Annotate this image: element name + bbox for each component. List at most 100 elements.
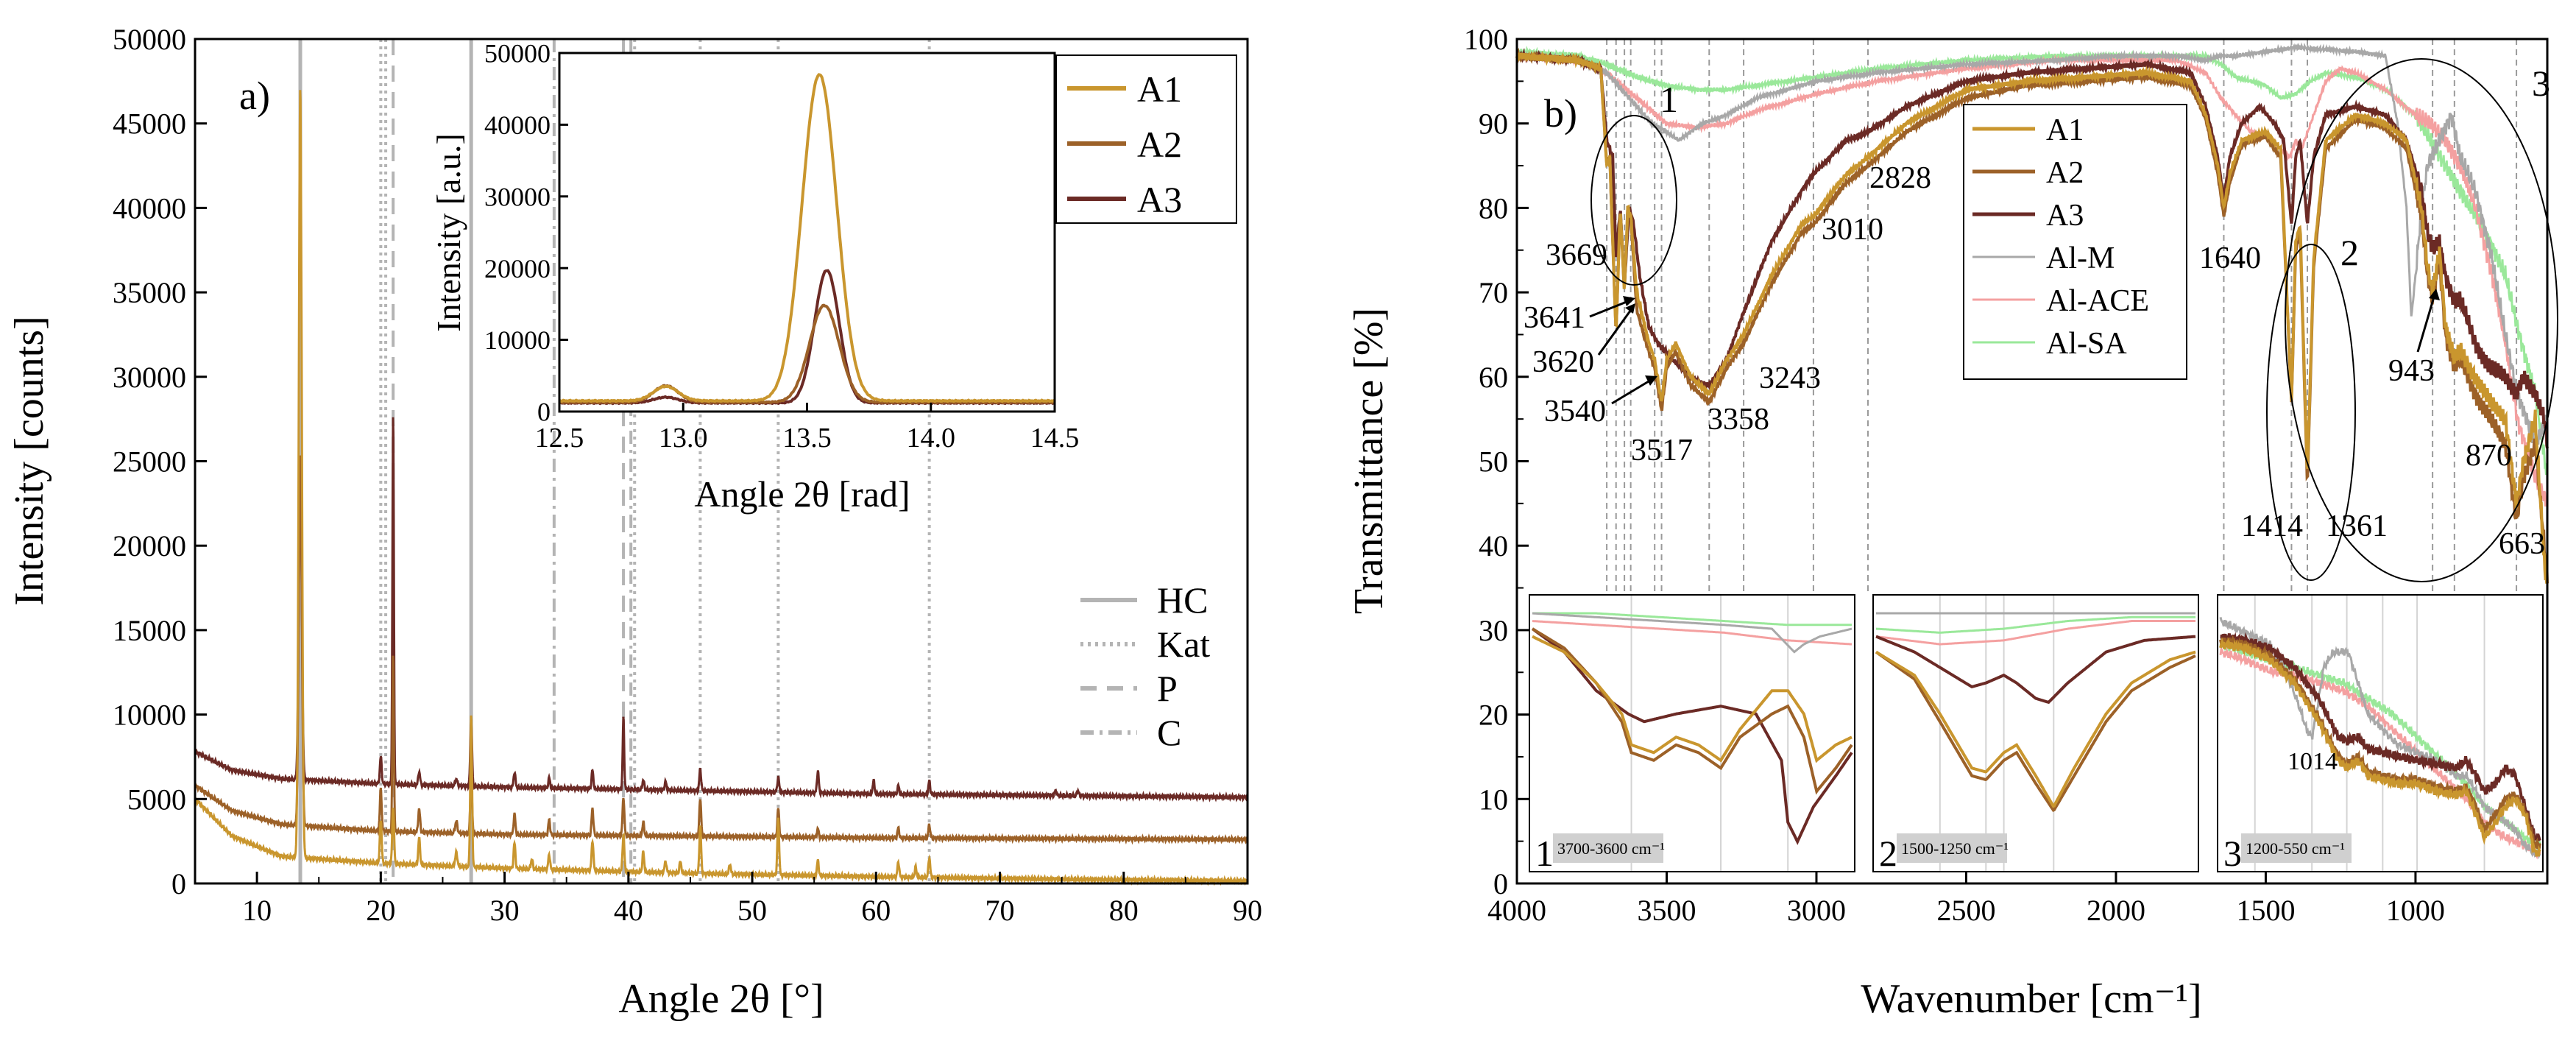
inset-3-range-label: 1200-550 cm⁻¹ [2246, 839, 2345, 858]
inset-1-series-al-ace [1532, 620, 1853, 646]
inset-1-series [1531, 612, 1853, 845]
panel-b-legend-frame [1963, 104, 2187, 380]
legend-label-a1: A1 [1137, 68, 1182, 110]
panel-a-x-tick-label-50: 50 [737, 894, 767, 927]
panel-a-inset: 12.5 13.0 13.5 14.0 14.5 0 10000 20000 30000 400… [430, 39, 1079, 515]
panel-b-y-axis-label: Transmittance [%] [1346, 308, 1392, 614]
panel-a-x-axis-label: Angle 2θ [°] [618, 976, 824, 1022]
b-series-a2 [1515, 47, 2549, 584]
annotation-870: 870 [2466, 439, 2512, 473]
annotation-3358: 3358 [1708, 403, 1769, 437]
panel-a-x-tick-label-10: 10 [242, 894, 272, 927]
inset-3-series [2219, 617, 2541, 860]
panel-a-reference-legend: HC Kat P C [1080, 579, 1210, 753]
panel-b-y-tick-label-100: 100 [1464, 23, 1508, 56]
inset-3-series-a1 [2219, 637, 2541, 857]
inset-3-number: 3 [2223, 833, 2242, 874]
panel-a: 10 20 30 40 50 60 70 80 90 0 5000 10000 15000 20000 2… [7, 23, 1262, 1022]
panel-a-y-tick-label-35000: 35000 [113, 276, 186, 309]
panel-a-y-tick-label-20000: 20000 [113, 529, 186, 562]
annotation-1361: 1361 [2326, 509, 2388, 543]
panel-b-y-tick-label-30: 30 [1479, 614, 1508, 647]
panel-b-label: b) [1544, 91, 1577, 135]
region-label-1: 1 [1660, 79, 1678, 120]
panel-b-y-tick-label-0: 0 [1493, 867, 1508, 900]
ref-legend-label-c: C [1157, 712, 1181, 753]
inset-1-frame [1529, 594, 1855, 872]
annotation-1640: 1640 [2199, 241, 2261, 275]
inset-2-series-al-ace [1875, 620, 2195, 646]
panel-a-inset-y-tick-label-0: 0 [537, 398, 551, 427]
inset-3-range-badge [2241, 833, 2352, 863]
b-series-al-m [1515, 42, 2549, 452]
panel-a-y-ticks: 0 5000 10000 15000 20000 25000 30000 35000 40000… [113, 23, 207, 900]
panel-b-x-tick-label-3500: 3500 [1637, 894, 1696, 927]
arrowhead-943 [2429, 289, 2440, 300]
panel-a-y-tick-label-10000: 10000 [113, 699, 186, 732]
panel-a-inset-x-tick-label-12-5: 12.5 [535, 423, 584, 454]
panel-a-x-tick-label-20: 20 [366, 894, 395, 927]
annotation-3243: 3243 [1759, 361, 1821, 395]
panel-b-y-tick-label-60: 60 [1479, 361, 1508, 394]
panel-a-inset-x-tick-label-14-5: 14.5 [1030, 423, 1080, 454]
panel-b-inset-3: 3 1200-550 cm⁻¹ 1014 [2217, 594, 2544, 874]
panel-a-label: a) [239, 74, 270, 118]
arrow-3641 [1589, 299, 1631, 318]
inset-2-series-a2 [1875, 650, 2196, 813]
annotation-3669: 3669 [1546, 239, 1607, 272]
panel-a-inset-y-tick-label-10000: 10000 [484, 325, 551, 355]
panel-b-legend: A1 A2 A3 Al-M Al-ACE Al-SA [1963, 104, 2187, 380]
region-1-ellipse [1590, 115, 1677, 286]
panel-a-x-tick-label-70: 70 [986, 894, 1015, 927]
legend-label-b-al-sa: Al-SA [2046, 327, 2127, 361]
inset-1-range-label: 3700-3600 cm⁻¹ [1557, 839, 1665, 858]
series-a2 [194, 455, 1249, 846]
inset-2-series-al-sa [1876, 615, 2195, 634]
panel-a-y-axis-label: Intensity [counts] [7, 316, 52, 605]
region-2-ellipse [2266, 244, 2356, 581]
panel-b-y-tick-label-20: 20 [1479, 699, 1508, 732]
panel-b-x-ticks: 4000 3500 3000 2500 2000 1500 1000 [1487, 872, 2445, 927]
legend-label-a3: A3 [1137, 179, 1182, 220]
inset-2-number: 2 [1879, 833, 1897, 874]
panel-b-x-tick-label-1500: 1500 [2236, 894, 2295, 927]
panel-b-y-tick-label-50: 50 [1479, 445, 1508, 479]
inset-2-range-badge [1897, 833, 2007, 863]
inset-2-series [1875, 612, 2196, 813]
inset-1-range-badge [1553, 833, 1663, 863]
region-3-ellipse [2285, 58, 2558, 582]
inset-1-series-a3 [1531, 627, 1853, 845]
panel-b-x-tick-label-2000: 2000 [2087, 894, 2145, 927]
panel-b-x-axis-label: Wavenumber [cm⁻¹] [1861, 976, 2201, 1022]
panel-a-inset-x-tick-label-14: 14.0 [907, 423, 956, 454]
arrowhead-3641 [1623, 296, 1635, 306]
panel-b-inset-2: 2 1500-1250 cm⁻¹ [1872, 594, 2199, 874]
panel-a-inset-y-tick-label-20000: 20000 [484, 254, 551, 283]
panel-a-inset-y-tick-label-50000: 50000 [484, 39, 551, 68]
legend-label-b-a2: A2 [2046, 156, 2084, 190]
inset-1-series-al-m [1532, 612, 1853, 654]
arrow-3620 [1597, 307, 1634, 356]
inset-2-range-label: 1500-1250 cm⁻¹ [1901, 839, 2009, 858]
panel-b-y-tick-label-40: 40 [1479, 529, 1508, 562]
panel-b-series [1515, 42, 2549, 585]
panel-a-inset-x-tick-label-13-5: 13.5 [782, 423, 832, 454]
legend-label-b-al-m: Al-M [2046, 241, 2115, 275]
legend-label-a2: A2 [1137, 124, 1182, 165]
legend-label-b-a1: A1 [2046, 113, 2084, 147]
annotation-3641: 3641 [1524, 301, 1585, 335]
panel-a-inset-y-tick-label-40000: 40000 [484, 110, 551, 140]
panel-a-inset-y-ticks: 0 10000 20000 30000 40000 50000 [484, 39, 568, 427]
panel-a-inset-x-ticks: 12.5 13.0 13.5 14.0 14.5 [535, 403, 1080, 454]
arrow-3540 [1611, 378, 1653, 405]
legend-label-b-a3: A3 [2046, 199, 2084, 233]
panel-a-x-tick-label-60: 60 [861, 894, 891, 927]
panel-b: 4000 3500 3000 2500 2000 1500 1000 0 10 20 30 40 50… [1346, 23, 2558, 1022]
panel-a-x-ticks: 10 20 30 40 50 60 70 80 90 [194, 872, 1262, 927]
panel-a-x-tick-label-30: 30 [490, 894, 520, 927]
annotation-1414: 1414 [2241, 509, 2303, 543]
panel-a-inset-y-tick-label-30000: 30000 [484, 182, 551, 211]
annotation-2828: 2828 [1869, 161, 1931, 195]
panel-b-y-tick-label-90: 90 [1479, 107, 1508, 141]
